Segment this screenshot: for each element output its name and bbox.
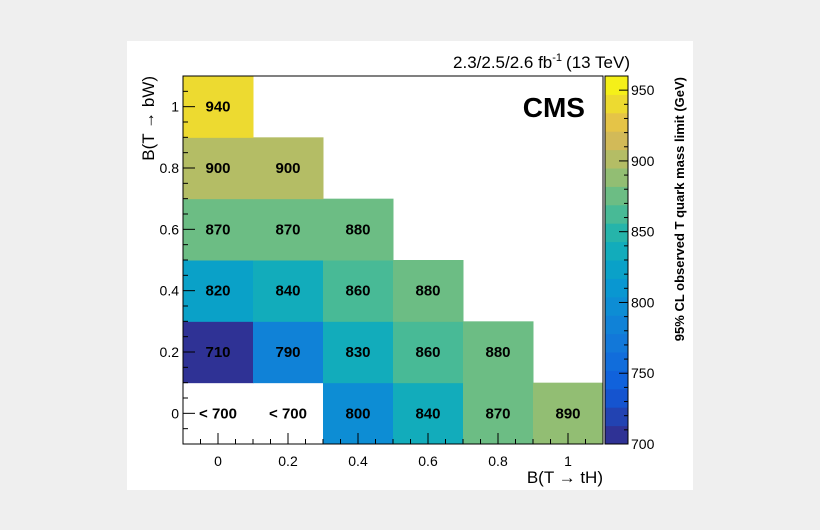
colorbar-segment — [605, 407, 628, 427]
colorbar-segment — [605, 425, 628, 445]
cell-label: 940 — [205, 99, 230, 116]
colorbar-segment — [605, 333, 628, 353]
colorbar-segment — [605, 149, 628, 169]
heatmap-cell — [463, 321, 534, 384]
colorbar-segment — [605, 388, 628, 408]
cell-label: 860 — [415, 344, 440, 361]
y-tick-label: 0 — [171, 405, 179, 421]
heatmap-cell — [253, 137, 324, 200]
cell-label: < 700 — [199, 405, 237, 422]
heatmap-cell — [323, 260, 394, 322]
cell-label: 890 — [555, 405, 580, 422]
colorbar-segment — [605, 186, 628, 206]
x-tick-label: 0.8 — [488, 453, 508, 469]
y-ticks: 0 0.2 0.4 0.6 0.8 1 — [160, 75, 195, 445]
cell-label: 790 — [275, 344, 300, 361]
colorbar-segment — [605, 370, 628, 390]
colorbar-tick-label: 900 — [631, 153, 655, 169]
lumi-unit-exponent: -1 — [552, 52, 562, 64]
heatmap-cell — [323, 321, 394, 384]
x-axis-title: B(T → tH) — [527, 468, 603, 487]
heatmap-cell — [253, 198, 324, 261]
y-tick-label: 0.2 — [160, 344, 180, 360]
colorbar-title: 95% CL observed T quark mass limit (GeV) — [672, 77, 687, 341]
colorbar-segment — [605, 76, 628, 95]
colorbar-segment — [605, 260, 628, 279]
heatmap-cell — [393, 321, 464, 384]
cell-label: 800 — [345, 405, 370, 422]
cell-label: 870 — [485, 405, 510, 422]
x-tick-label: 1 — [564, 453, 572, 469]
colorbar-segment — [605, 223, 628, 243]
cell-label: 880 — [345, 221, 370, 238]
x-tick-label: 0.2 — [278, 453, 298, 469]
x-ticks: 0 0.2 0.4 0.6 0.8 1 — [182, 433, 604, 469]
colorbar-tick-label: 750 — [631, 365, 655, 381]
cell-label: 900 — [205, 160, 230, 177]
colorbar-segment — [605, 241, 628, 261]
colorbar-segment — [605, 352, 628, 371]
colorbar-segment — [605, 278, 628, 298]
cell-label: 870 — [275, 221, 300, 238]
colorbar-segment — [605, 204, 628, 224]
colorbar-tick-label: 800 — [631, 294, 655, 310]
cells-layer: < 700 < 700 800 840 870 890 710 790 830 860 880 820… — [183, 76, 604, 445]
colorbar-segment — [605, 131, 628, 151]
lumi-value: 2.3/2.5/2.6 fb — [453, 53, 552, 72]
colorbar-segment — [605, 296, 628, 316]
cell-label: 870 — [205, 221, 230, 238]
y-tick-label: 1 — [171, 99, 179, 115]
cms-label: CMS — [523, 92, 585, 123]
heatmap-cell — [323, 198, 394, 261]
cell-label: < 700 — [269, 405, 307, 422]
y-axis-title: B(T → bW) — [139, 76, 158, 161]
y-tick-label: 0.4 — [160, 283, 180, 299]
lumi-label: 2.3/2.5/2.6 fb-1 (13 TeV) — [453, 52, 630, 72]
cell-label: 860 — [345, 283, 370, 300]
x-tick-label: 0.6 — [418, 453, 438, 469]
heatmap-chart: < 700 < 700 800 840 870 890 710 790 830 860 880 820… — [139, 52, 687, 487]
cell-label: 840 — [415, 405, 440, 422]
heatmap-cell — [393, 260, 464, 322]
colorbar-segment — [605, 168, 628, 187]
cell-label: 900 — [275, 160, 300, 177]
heatmap-cell — [253, 260, 324, 322]
cell-label: 710 — [205, 344, 230, 361]
cell-label: 830 — [345, 344, 370, 361]
colorbar-segment — [605, 94, 628, 114]
colorbar-tick-label: 850 — [631, 224, 655, 240]
x-tick-label: 0.4 — [348, 453, 368, 469]
cell-label: 820 — [205, 283, 230, 300]
y-tick-label: 0.8 — [160, 160, 180, 176]
colorbar-tick-label: 700 — [631, 436, 655, 452]
colorbar-segment — [605, 315, 628, 335]
colorbar-segment — [605, 112, 628, 132]
cell-label: 880 — [485, 344, 510, 361]
heatmap-cell — [253, 321, 324, 384]
lumi-energy: (13 TeV) — [566, 53, 630, 72]
y-tick-label: 0.6 — [160, 221, 180, 237]
x-tick-label: 0 — [214, 453, 222, 469]
cell-label: 840 — [275, 283, 300, 300]
colorbar-tick-label: 950 — [631, 82, 655, 98]
colorbar: 700 750 800 850 900 950 — [604, 75, 655, 452]
cell-label: 880 — [415, 283, 440, 300]
chart-panel: < 700 < 700 800 840 870 890 710 790 830 860 880 820… — [127, 41, 693, 490]
